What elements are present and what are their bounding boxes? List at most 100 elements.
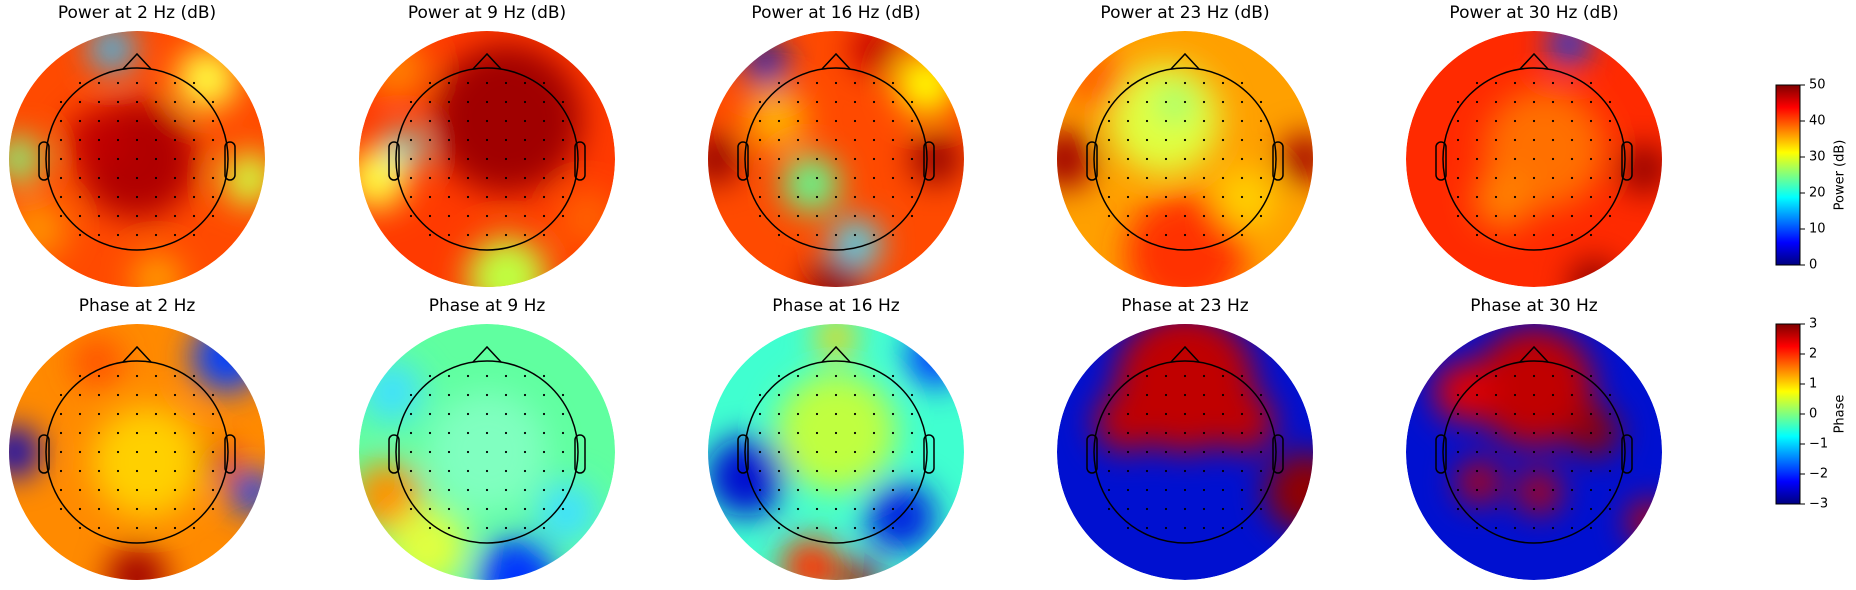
field-blob (783, 156, 839, 212)
colorbar-label: Power (dB) (1833, 140, 1848, 211)
sensor (116, 412, 120, 416)
sensor (428, 81, 432, 85)
sensor (1494, 138, 1498, 142)
panel-title: Power at 16 Hz (dB) (751, 3, 920, 23)
sensor (59, 469, 63, 473)
ear (574, 141, 586, 181)
ear (923, 434, 935, 474)
field-blob (72, 337, 122, 387)
nose (821, 52, 851, 70)
sensor (872, 157, 876, 161)
field-blob (177, 49, 237, 109)
sensor (1532, 119, 1536, 123)
sensor (1126, 81, 1130, 85)
sensor (796, 507, 800, 511)
sensor (777, 526, 781, 530)
sensor (853, 374, 857, 378)
sensor (1107, 507, 1111, 511)
sensor (485, 488, 489, 492)
sensor (561, 138, 565, 142)
sensor (1608, 412, 1612, 416)
sensor (1221, 393, 1225, 397)
tick-label: 0 (1809, 407, 1817, 422)
tick-label: 50 (1809, 78, 1826, 93)
sensor (1221, 195, 1225, 199)
colorbar (1775, 84, 1801, 266)
sensor (1494, 488, 1498, 492)
sensor (910, 119, 914, 123)
sensor (59, 195, 63, 199)
sensor (1240, 214, 1244, 218)
ear (1272, 434, 1284, 474)
sensor (135, 488, 139, 492)
sensor (173, 195, 177, 199)
sensor (116, 450, 120, 454)
sensor (1240, 469, 1244, 473)
sensor (1570, 81, 1574, 85)
sensor (561, 100, 565, 104)
sensor (891, 412, 895, 416)
sensor (1608, 469, 1612, 473)
panel-title: Power at 2 Hz (dB) (58, 3, 216, 23)
sensor (542, 374, 546, 378)
sensor (428, 374, 432, 378)
sensor (1240, 157, 1244, 161)
sensor (872, 393, 876, 397)
sensor (1589, 526, 1593, 530)
sensor (97, 81, 101, 85)
sensor (1513, 469, 1517, 473)
tick-label: −1 (1809, 437, 1828, 452)
sensor (116, 469, 120, 473)
sensor (910, 100, 914, 104)
sensor (1145, 526, 1149, 530)
sensor (1107, 469, 1111, 473)
sensor (872, 119, 876, 123)
sensor (97, 195, 101, 199)
sensor (504, 195, 508, 199)
field-blob (90, 31, 134, 71)
sensor (1145, 214, 1149, 218)
sensor (834, 374, 838, 378)
sensor (777, 195, 781, 199)
sensor (78, 138, 82, 142)
sensor (504, 412, 508, 416)
sensor (1183, 507, 1187, 511)
sensor (135, 214, 139, 218)
sensor (815, 195, 819, 199)
sensor (872, 526, 876, 530)
sensor (834, 81, 838, 85)
sensor (466, 119, 470, 123)
sensor (1145, 100, 1149, 104)
sensor (1456, 214, 1460, 218)
sensor (1221, 176, 1225, 180)
ear (224, 434, 236, 474)
sensor (447, 119, 451, 123)
sensor (815, 138, 819, 142)
sensor (1551, 119, 1555, 123)
field-blob (9, 427, 40, 477)
sensor (1126, 138, 1130, 142)
field-blob (746, 89, 806, 149)
sensor (758, 195, 762, 199)
field-blob (1095, 392, 1155, 452)
field-blob (362, 362, 422, 422)
sensor (561, 450, 565, 454)
ear (1435, 434, 1447, 474)
sensor (1475, 412, 1479, 416)
sensor (1145, 138, 1149, 142)
sensor (1532, 488, 1536, 492)
sensor (910, 450, 914, 454)
sensor (1259, 507, 1263, 511)
sensor (211, 138, 215, 142)
sensor (485, 450, 489, 454)
sensor (485, 431, 489, 435)
sensor (447, 138, 451, 142)
sensor (173, 233, 177, 237)
sensor (192, 507, 196, 511)
sensor (78, 119, 82, 123)
sensor (173, 81, 177, 85)
sensor (1164, 526, 1168, 530)
sensor (910, 138, 914, 142)
sensor (1551, 488, 1555, 492)
sensor (777, 412, 781, 416)
